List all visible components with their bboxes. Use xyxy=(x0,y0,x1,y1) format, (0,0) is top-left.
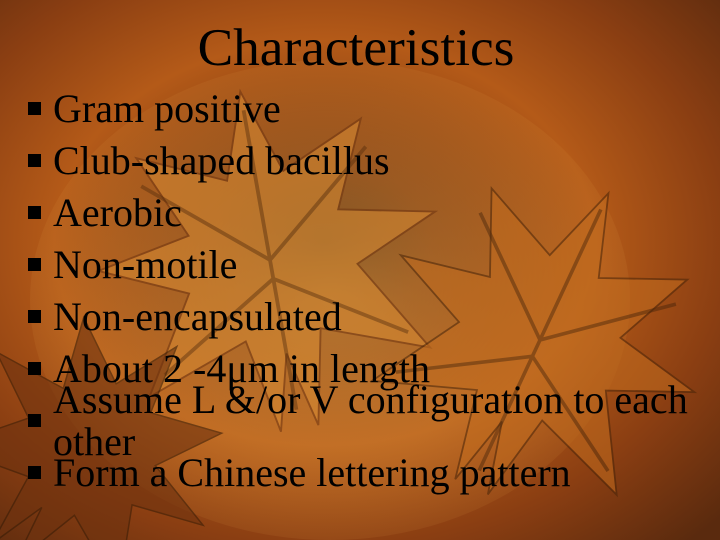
bullet-item: Aerobic xyxy=(20,187,692,239)
bullet-marker xyxy=(28,466,41,479)
bullet-text: Gram positive xyxy=(53,88,692,130)
bullet-item: Gram positive xyxy=(20,83,692,135)
slide-content: Characteristics Gram positive Club-shaped… xyxy=(0,0,720,499)
bullet-marker xyxy=(28,258,41,271)
bullet-marker xyxy=(28,362,41,375)
bullet-text: Aerobic xyxy=(53,192,692,234)
bullet-text: Non-motile xyxy=(53,244,692,286)
bullet-item: Form a Chinese lettering pattern xyxy=(20,447,692,499)
bullet-text: Club-shaped bacillus xyxy=(53,140,692,182)
bullet-list: Gram positive Club-shaped bacillus Aerobic… xyxy=(20,83,692,499)
bullet-text: Form a Chinese lettering pattern xyxy=(53,452,692,494)
bullet-item: Non-motile xyxy=(20,239,692,291)
slide: Characteristics Gram positive Club-shaped… xyxy=(0,0,720,540)
bullet-marker xyxy=(28,310,41,323)
bullet-marker xyxy=(28,154,41,167)
bullet-marker xyxy=(28,414,41,427)
bullet-item: Assume L &/or V configuration to each ot… xyxy=(20,395,692,447)
slide-title: Characteristics xyxy=(20,18,692,77)
bullet-text: Non-encapsulated xyxy=(53,296,692,338)
bullet-item: Non-encapsulated xyxy=(20,291,692,343)
bullet-marker xyxy=(28,206,41,219)
bullet-item: Club-shaped bacillus xyxy=(20,135,692,187)
bullet-marker xyxy=(28,102,41,115)
